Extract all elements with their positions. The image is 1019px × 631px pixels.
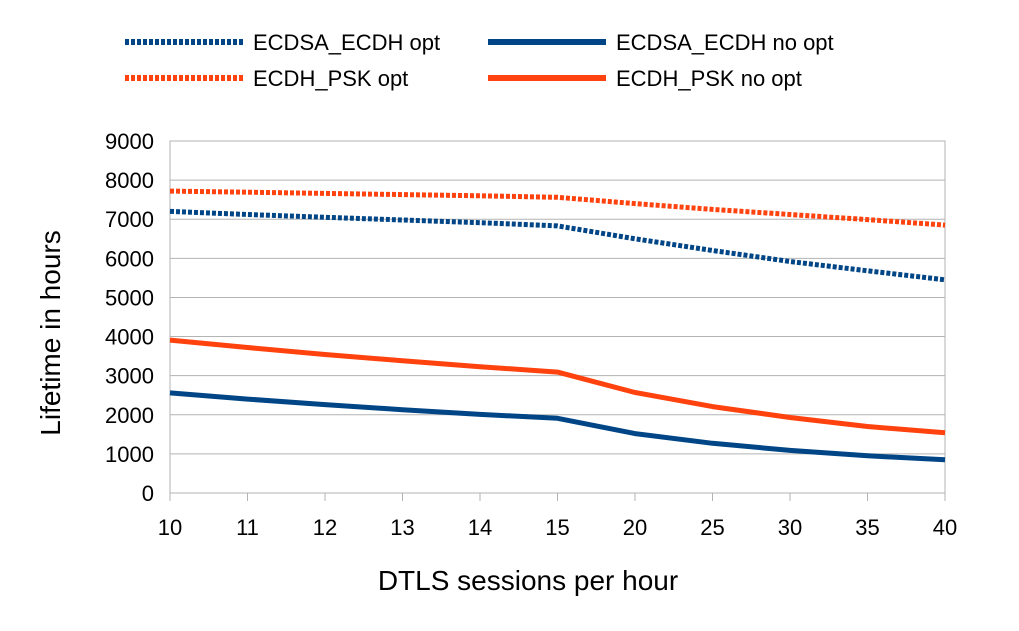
series-line-ecdsa-ecdh-no-opt [169,390,946,463]
y-tick-label: 7000 [105,207,154,232]
legend-label-ecdsa-ecdh-no-opt: ECDSA_ECDH no opt [616,30,834,55]
x-tick-label: 12 [313,515,337,540]
x-axis-title: DTLS sessions per hour [378,565,678,596]
legend-label-ecdsa-ecdh-opt: ECDSA_ECDH opt [253,30,440,55]
y-tick-label: 6000 [105,246,154,271]
x-tick-label: 25 [700,515,724,540]
x-tick-label: 10 [158,515,182,540]
x-tick-label: 11 [236,515,259,540]
series-lines [169,188,946,463]
y-tick-label: 0 [142,481,154,506]
x-tick-label: 35 [855,515,879,540]
x-tick-label: 20 [623,515,647,540]
legend-label-ecdh-psk-opt: ECDH_PSK opt [253,66,408,91]
legend: ECDSA_ECDH opt ECDSA_ECDH no opt ECDH_PSK … [125,30,834,91]
legend-label-ecdh-psk-no-opt: ECDH_PSK no opt [616,66,802,91]
x-tick-label: 30 [778,515,802,540]
series-line-ecdh-psk-no-opt [169,337,946,436]
y-tick-label: 1000 [105,442,154,467]
y-tick-label: 5000 [105,285,154,310]
x-tick-label: 40 [933,515,957,540]
y-axis-ticks: 0 1000 2000 3000 4000 5000 6000 7000 8000 9000 [105,129,154,506]
y-tick-label: 3000 [105,364,154,389]
series-line-ecdh-psk-opt [169,188,946,228]
y-tick-label: 9000 [105,129,154,154]
series-line-ecdsa-ecdh-opt [169,208,946,283]
x-tick-label: 13 [390,515,414,540]
y-tick-label: 8000 [105,168,154,193]
y-axis-title: Lifetime in hours [35,230,66,435]
y-tick-label: 4000 [105,325,154,350]
x-axis-ticks: 10 11 12 13 14 15 20 25 30 35 40 [158,493,957,540]
y-tick-label: 2000 [105,403,154,428]
x-tick-label: 14 [468,515,492,540]
x-tick-label: 15 [545,515,569,540]
